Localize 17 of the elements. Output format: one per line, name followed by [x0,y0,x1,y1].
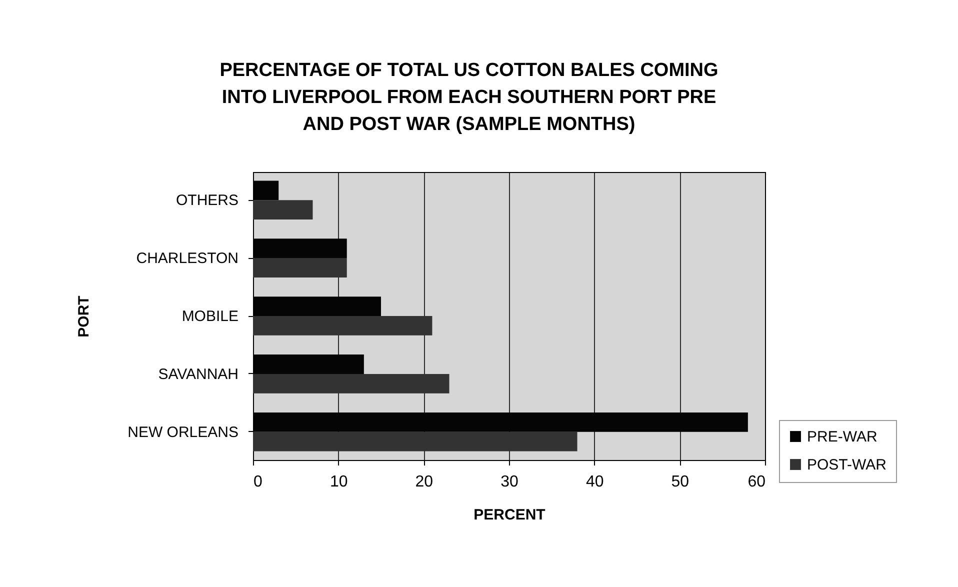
x-tick-label: 20 [415,474,434,490]
legend-label: PRE-WAR [807,428,878,446]
x-tick-label: 50 [671,474,690,490]
x-tick-label: 10 [330,474,348,490]
y-tick-label: CHARLESTON [136,250,238,268]
y-axis-title: PORT [76,296,93,338]
chart-title: PERCENTAGE OF TOTAL US COTTON BALES COMING INTO LIVERPOOL FROM EACH SOUTHERN PORT PRE AND POST WAR (SAMPLE MONTHS) [220,60,718,135]
y-tick-label: NEW ORLEANS [128,424,238,441]
x-tick-label: 40 [586,474,604,490]
y-tick-label: SAVANNAH [158,366,238,383]
legend-label: POST-WAR [807,456,887,474]
y-tick-label: OTHERS [176,192,238,210]
x-tick-label: 60 [748,474,766,490]
x-axis-title: PERCENT [474,506,546,524]
x-tick-label: 0 [254,474,262,490]
y-tick-label: MOBILE [182,308,238,325]
x-tick-label: 30 [500,474,518,490]
